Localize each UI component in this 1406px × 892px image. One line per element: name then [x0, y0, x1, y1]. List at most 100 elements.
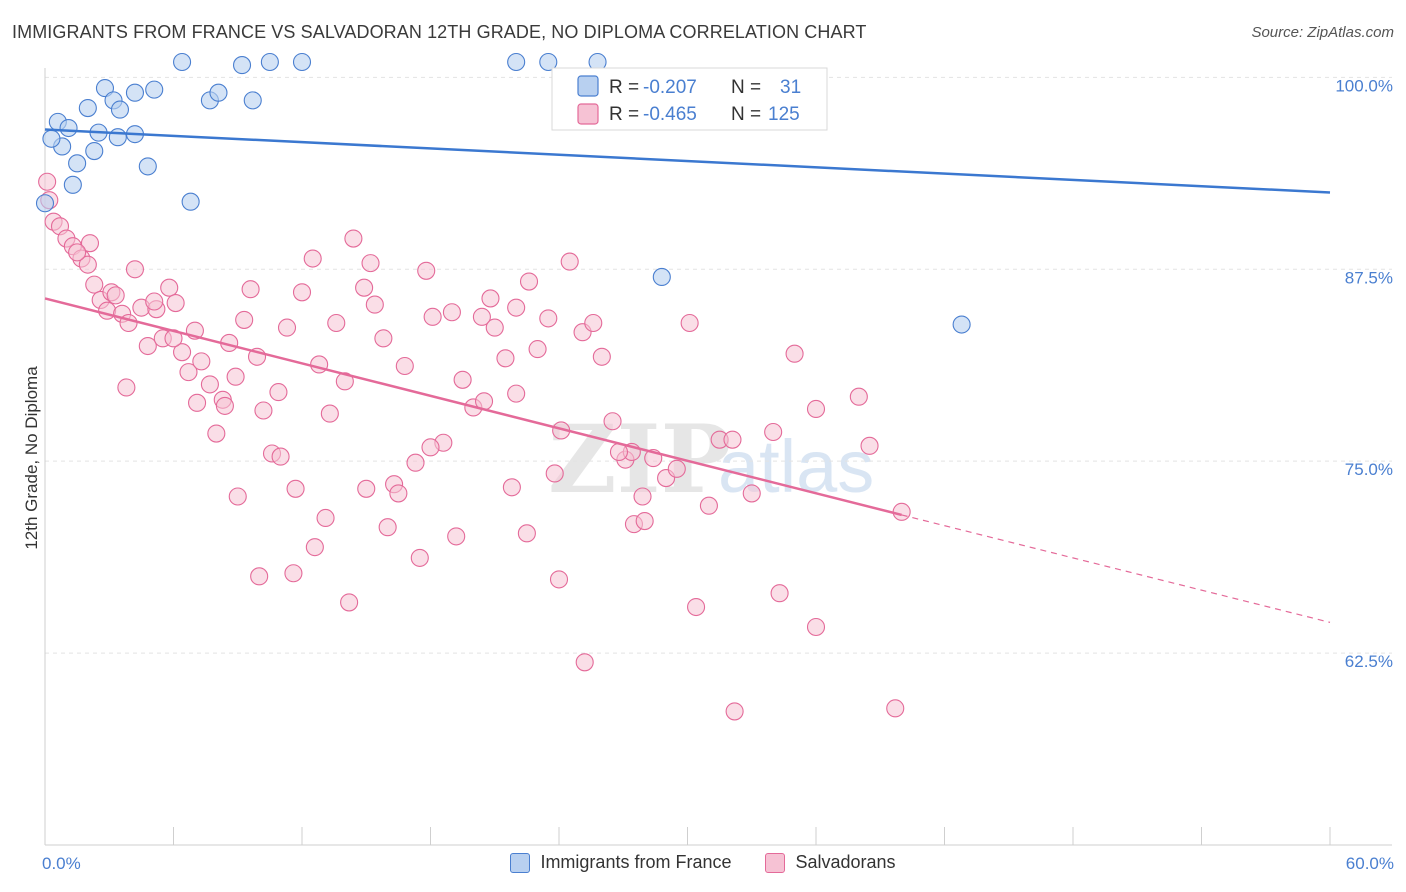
salvadoran-point	[80, 234, 100, 253]
salvadoran-point	[241, 280, 260, 299]
legend-swatch-france	[510, 852, 531, 873]
france-point	[42, 129, 61, 148]
y-tick-labels: 100.0% 87.5% 75.0% 62.5%	[1335, 76, 1393, 671]
salvadoran-point	[410, 548, 429, 567]
salvadoran-point	[340, 593, 359, 612]
france-point	[95, 79, 115, 98]
salvadoran-point	[145, 292, 164, 311]
france-point	[292, 52, 312, 72]
france-point	[68, 154, 87, 173]
france-point	[145, 80, 164, 99]
france-points	[35, 52, 971, 334]
france-point	[125, 83, 144, 102]
salvadoran-point	[560, 252, 579, 271]
salvadoran-point	[38, 172, 57, 191]
salvadoran-point	[699, 496, 718, 515]
salvadoran-point	[764, 422, 783, 442]
salvadoran-point	[277, 318, 297, 337]
france-point	[260, 52, 279, 72]
salvadoran-point	[507, 298, 526, 317]
salvadoran-point	[125, 260, 144, 279]
chart-title: IMMIGRANTS FROM FRANCE VS SALVADORAN 12T…	[12, 22, 867, 42]
salvadoran-point	[188, 393, 207, 412]
salvadoran-point	[423, 307, 442, 326]
salvadoran-point	[85, 275, 104, 294]
y-axis-label: 12th Grade, No Diploma	[22, 366, 41, 550]
salvadoran-point	[327, 313, 346, 333]
france-point	[78, 99, 97, 118]
salvadoran-point	[481, 289, 500, 308]
legend-swatch-pink	[577, 103, 599, 125]
legend-item-france: Immigrants from France	[510, 852, 731, 873]
salvadoran-point	[335, 372, 354, 391]
france-point	[539, 52, 558, 72]
salvadoran-point	[361, 254, 380, 273]
salvadoran-point	[207, 424, 226, 443]
salvadoran-point	[226, 367, 245, 386]
salvadoran-point	[378, 518, 397, 537]
salvadoran-point	[507, 384, 526, 403]
legend-swatch-salvadorans	[765, 852, 786, 873]
legend-r-label-pink: R =	[609, 104, 639, 125]
salvadoran-trend-extension	[901, 514, 1331, 623]
salvadoran-point	[68, 243, 87, 262]
salvadoran-point	[305, 538, 324, 557]
salvadoran-point	[584, 313, 603, 333]
france-point	[138, 157, 157, 176]
salvadoran-point	[770, 584, 789, 603]
france-point	[59, 118, 78, 138]
salvadoran-point	[687, 597, 706, 617]
x-axis-ticks	[44, 827, 1331, 845]
france-point	[243, 91, 262, 110]
salvadoran-point	[271, 447, 290, 466]
salvadoran-point	[442, 303, 461, 322]
salvadorans-points	[38, 172, 911, 721]
france-point	[85, 141, 104, 161]
france-point	[507, 52, 526, 72]
legend-r-value-blue: -0.207	[643, 77, 697, 98]
salvadoran-point	[667, 459, 686, 478]
france-point	[181, 192, 200, 211]
salvadoran-point	[485, 318, 504, 337]
legend-item-salvadorans: Salvadorans	[765, 852, 896, 873]
salvadoran-point	[742, 484, 761, 503]
salvadoran-point	[447, 527, 466, 546]
salvadoran-point	[860, 436, 879, 455]
salvadoran-point	[284, 564, 303, 583]
salvadoran-point	[254, 401, 273, 420]
salvadoran-point	[725, 702, 744, 721]
salvadoran-point	[886, 699, 905, 718]
salvadoran-point	[723, 430, 742, 449]
salvadoran-point	[806, 617, 826, 637]
salvadoran-point	[269, 383, 288, 402]
salvadoran-trend-line	[44, 297, 902, 517]
france-point	[173, 52, 192, 72]
salvadoran-point	[849, 387, 868, 406]
salvadoran-point	[635, 512, 654, 531]
salvadoran-point	[472, 307, 491, 326]
salvadoran-point	[603, 412, 622, 431]
salvadoran-point	[633, 487, 652, 506]
salvadoran-point	[173, 343, 192, 362]
legend-r-value-pink: -0.465	[643, 104, 697, 125]
legend-swatch-blue	[577, 75, 599, 97]
y-tick-label: 75.0%	[1345, 460, 1393, 479]
x-tick-label: 0.0%	[42, 854, 81, 873]
y-tick-label: 62.5%	[1345, 652, 1393, 671]
salvadoran-point	[303, 249, 322, 268]
salvadoran-point	[528, 340, 547, 359]
trend-lines	[44, 128, 1331, 623]
france-point	[35, 194, 55, 213]
legend-label-france: Immigrants from France	[540, 852, 732, 872]
y-tick-label: 100.0%	[1335, 76, 1393, 95]
salvadoran-point	[179, 363, 198, 382]
salvadoran-point	[320, 404, 339, 423]
legend-n-label-pink: N =	[731, 104, 761, 125]
salvadoran-point	[365, 295, 384, 314]
france-trend-line	[44, 128, 1331, 194]
salvadoran-point	[892, 502, 911, 521]
salvadoran-point	[138, 336, 157, 356]
salvadoran-point	[344, 229, 363, 248]
legend-n-value-blue: 31	[780, 77, 801, 98]
